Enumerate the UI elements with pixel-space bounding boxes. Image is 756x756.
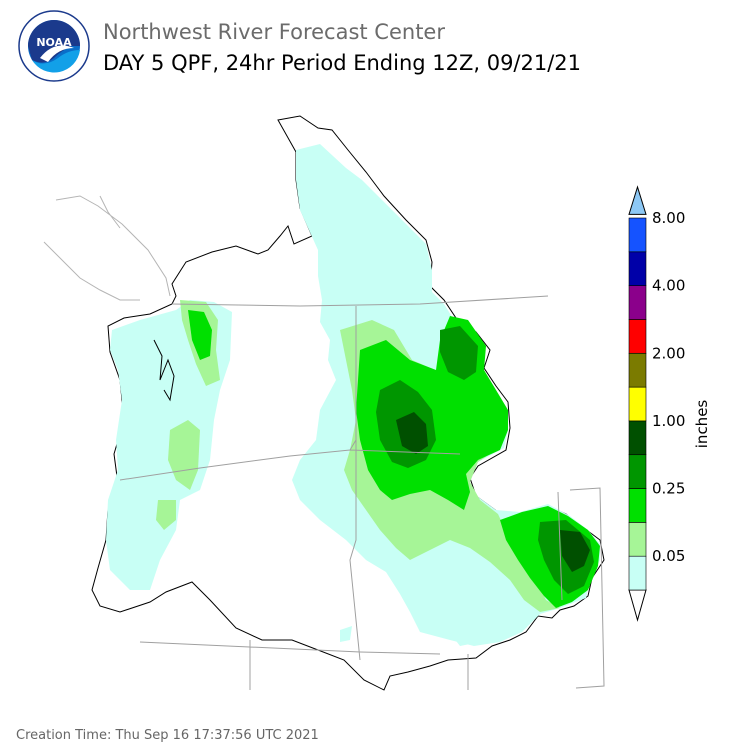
agency-title: Northwest River Forecast Center (103, 20, 445, 44)
precip-map (43, 115, 605, 691)
precip-band-light-cyan-south (440, 610, 500, 646)
noaa-logo: NOAA (18, 10, 90, 82)
coastline (43, 195, 171, 301)
creation-time: Creation Time: Thu Sep 16 17:37:56 UTC 2… (16, 728, 319, 743)
legend-tick-label: 2.00 (652, 344, 685, 362)
legend-swatch (628, 251, 647, 286)
legend-tick-label: 4.00 (652, 277, 685, 295)
legend-arrow-top (628, 185, 647, 215)
logo-text: NOAA (36, 36, 72, 49)
color-legend: 8.00 4.00 2.00 1.00 0.25 0.05 inches (600, 180, 750, 634)
legend-swatch (628, 386, 647, 422)
legend-arrow-bottom (628, 589, 647, 622)
product-title: DAY 5 QPF, 24hr Period Ending 12Z, 09/21… (103, 51, 582, 75)
legend-tick-label: 0.05 (652, 547, 685, 565)
legend-tick-label: 0.25 (652, 480, 685, 498)
legend-swatch (628, 352, 647, 388)
legend-bar: 8.00 4.00 2.00 1.00 0.25 0.05 inches (628, 185, 711, 622)
legend-swatch (628, 420, 647, 456)
legend-swatch (628, 319, 647, 354)
legend-swatch (628, 217, 647, 253)
legend-swatch (628, 454, 647, 489)
precip-band-darkest-green (396, 412, 428, 454)
legend-swatch (628, 522, 647, 557)
legend-swatch (628, 555, 647, 591)
state-borders (119, 295, 605, 690)
legend-tick-label: 1.00 (652, 412, 685, 430)
legend-swatch (628, 285, 647, 320)
legend-swatch (628, 488, 647, 523)
legend-tick-label: 8.00 (652, 209, 685, 227)
legend-unit-label: inches (693, 400, 711, 449)
